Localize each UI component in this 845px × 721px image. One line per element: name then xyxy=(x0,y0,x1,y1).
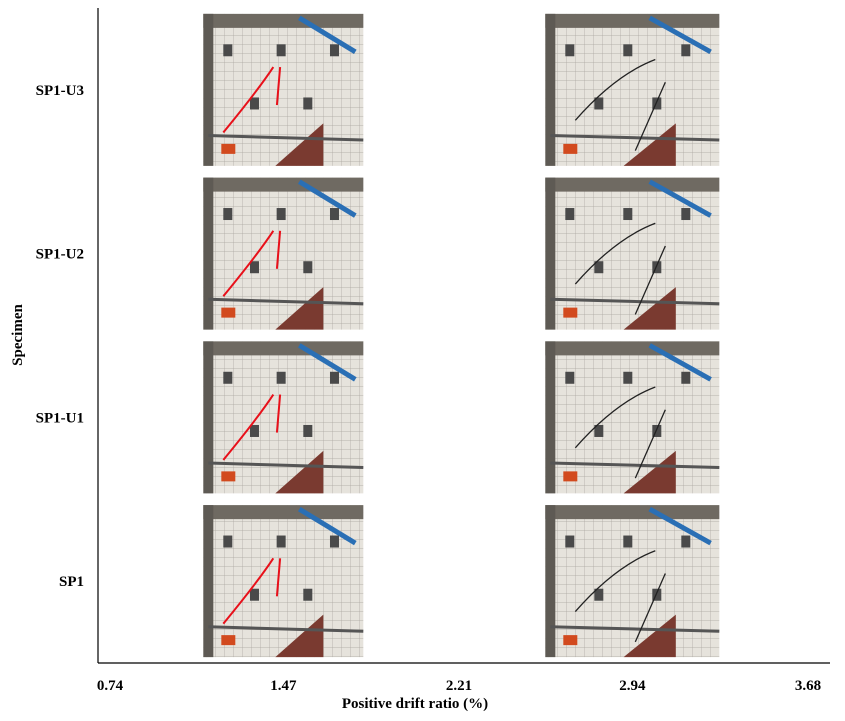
photo-frame xyxy=(203,341,363,355)
clamp xyxy=(223,372,232,384)
photo-frame xyxy=(545,505,719,519)
photo-bg xyxy=(203,505,363,657)
x-axis-label: Positive drift ratio (%) xyxy=(342,696,488,712)
specimen-photo xyxy=(203,178,363,330)
specimen-photo xyxy=(545,505,719,657)
x-tick-label: 0.74 xyxy=(97,678,124,694)
clamp xyxy=(565,372,574,384)
clamp xyxy=(565,536,574,548)
clamp xyxy=(223,536,232,548)
gauge xyxy=(221,635,235,645)
photo-frame xyxy=(203,341,213,493)
y-tick-label: SP1-U3 xyxy=(36,83,84,99)
clamp xyxy=(223,208,232,220)
clamp xyxy=(330,372,339,384)
photo-bg xyxy=(545,14,719,166)
clamp xyxy=(250,97,259,109)
gauge xyxy=(221,144,235,154)
photo-frame xyxy=(203,178,363,192)
photo-bg xyxy=(203,178,363,330)
photo-bg xyxy=(545,505,719,657)
photo-frame xyxy=(545,14,555,166)
clamp xyxy=(565,208,574,220)
clamp xyxy=(565,44,574,56)
clamp xyxy=(681,536,690,548)
photo-frame xyxy=(545,178,719,192)
photo-bg xyxy=(545,341,719,493)
clamp xyxy=(277,44,286,56)
photo-frame xyxy=(203,14,363,28)
clamp xyxy=(250,589,259,601)
specimen-photo xyxy=(203,341,363,493)
x-tick-label: 1.47 xyxy=(270,678,297,694)
specimen-photo xyxy=(545,178,719,330)
clamp xyxy=(681,208,690,220)
y-tick-label: SP1-U2 xyxy=(36,247,84,263)
clamp xyxy=(303,589,312,601)
gauge xyxy=(563,308,577,318)
specimen-photo xyxy=(203,14,363,166)
photo-bg xyxy=(545,178,719,330)
specimen-photo xyxy=(203,505,363,657)
photo-frame xyxy=(545,178,555,330)
photo-bg xyxy=(203,341,363,493)
y-axis-label: Specimen xyxy=(10,304,26,366)
x-tick-label: 2.94 xyxy=(619,678,646,694)
gauge xyxy=(221,471,235,481)
clamp xyxy=(623,372,632,384)
specimen-photo xyxy=(545,14,719,166)
photo-frame xyxy=(203,505,213,657)
clamp xyxy=(623,208,632,220)
chart: Positive drift ratio (%) Specimen 0.74 1.… xyxy=(0,0,845,716)
photo-frame xyxy=(545,505,555,657)
photo-frame xyxy=(203,178,213,330)
clamp xyxy=(277,536,286,548)
gauge xyxy=(563,635,577,645)
clamp xyxy=(277,208,286,220)
clamp xyxy=(681,44,690,56)
gauge xyxy=(563,471,577,481)
clamp xyxy=(330,208,339,220)
x-tick-label: 2.21 xyxy=(446,678,472,694)
clamp xyxy=(623,536,632,548)
x-tick-label: 3.68 xyxy=(795,678,821,694)
photo-frame xyxy=(203,14,213,166)
clamp xyxy=(223,44,232,56)
clamp xyxy=(303,261,312,273)
y-tick-label: SP1-U1 xyxy=(36,410,84,426)
clamp xyxy=(330,536,339,548)
y-tick-label: SP1 xyxy=(59,574,84,590)
clamp xyxy=(330,44,339,56)
specimen-photo xyxy=(545,341,719,493)
photo-frame xyxy=(545,341,555,493)
photo-bg xyxy=(203,14,363,166)
gauge xyxy=(221,308,235,318)
clamp xyxy=(250,261,259,273)
clamp xyxy=(303,97,312,109)
clamp xyxy=(681,372,690,384)
clamp xyxy=(623,44,632,56)
clamp xyxy=(303,425,312,437)
clamp xyxy=(277,372,286,384)
photo-frame xyxy=(545,14,719,28)
gauge xyxy=(563,144,577,154)
photo-frame xyxy=(545,341,719,355)
photo-frame xyxy=(203,505,363,519)
clamp xyxy=(250,425,259,437)
